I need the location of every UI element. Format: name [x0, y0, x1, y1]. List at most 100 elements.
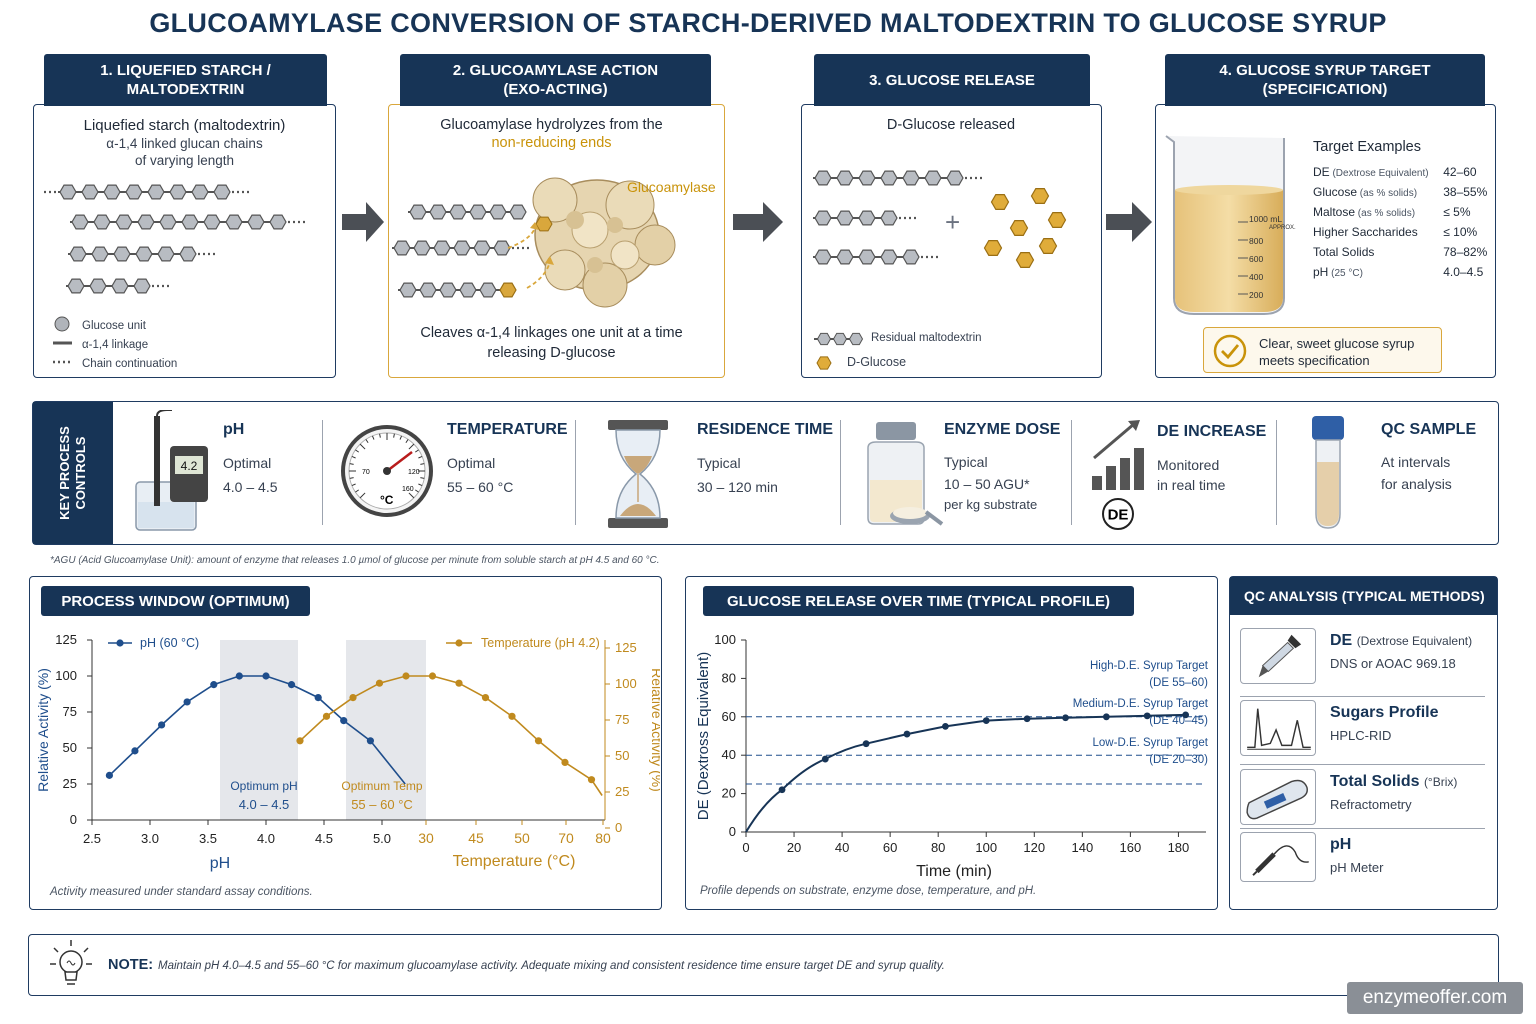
glucose-unit	[393, 240, 411, 256]
spec-name: DE (Dextrose Equivalent)	[1313, 162, 1437, 182]
glucose-unit	[473, 240, 491, 256]
lightbulb-icon	[50, 940, 92, 985]
glucose-unit	[902, 170, 920, 186]
ph-series-line	[108, 675, 406, 785]
spec-name-text: DE	[1313, 165, 1330, 179]
spec-row: Maltose (as % solids) ≤ 5%	[1313, 202, 1491, 222]
gr-y-tick-label: 80	[722, 670, 736, 685]
ph-band-value: 4.0 – 4.5	[239, 797, 290, 812]
spec-name-text: pH	[1313, 265, 1329, 279]
glucose-unit	[433, 240, 451, 256]
step2-foot-line2: releasing D-glucose	[487, 345, 616, 361]
temp-y-tick-label: 125	[615, 640, 637, 655]
gauge-tick	[351, 483, 356, 487]
gauge-tick	[414, 449, 419, 453]
gr-x-tick-label: 140	[1071, 840, 1093, 855]
qc-de-sub: (Dextrose Equivalent)	[1356, 634, 1473, 648]
glucose-release-illustration	[813, 170, 1067, 269]
ph-series-point	[131, 747, 139, 755]
gauge-tick	[349, 463, 354, 465]
spec-row: Higher Saccharides ≤ 10%	[1313, 222, 1491, 242]
spec-name-sub: (Dextrose Equivalent)	[1329, 168, 1429, 179]
gauge-tick	[379, 433, 381, 438]
residual-legend-unit	[816, 332, 832, 346]
temp-series-point	[455, 679, 463, 687]
beaker-mark-400: 400	[1249, 272, 1264, 282]
ph-readout: 4.2	[181, 459, 198, 473]
glucose-unit	[191, 184, 209, 200]
ph-legend-marker	[116, 639, 124, 647]
d-glucose-legend-icon	[816, 356, 832, 370]
residual-legend-unit	[848, 332, 864, 346]
temp-x-tick-label: 80	[595, 830, 611, 846]
gr-x-tick-label: 0	[742, 840, 749, 855]
step1-legend: Glucose unit α-1,4 linkage Chain continu…	[82, 317, 177, 374]
ph-series-point	[210, 681, 218, 689]
control-ph: pH Optimal 4.0 – 4.5	[223, 421, 278, 499]
step1-head-line1: 1. LIQUEFIED STARCH /	[100, 62, 271, 79]
free-glucose-unit	[1038, 237, 1058, 255]
gr-x-tick-label: 40	[835, 840, 849, 855]
gr-x-tick-label: 120	[1023, 840, 1045, 855]
temp-legend-marker	[455, 639, 463, 647]
control-de-name: DE INCREASE	[1157, 423, 1267, 440]
spec-name: Higher Saccharides	[1313, 222, 1437, 242]
control-qc-l1: At intervals	[1381, 454, 1451, 470]
control-ph-l1: Optimal	[223, 455, 272, 471]
glucose-unit	[111, 278, 129, 294]
glucose-unit	[179, 246, 197, 262]
target-label: Medium-D.E. Syrup Target	[1073, 698, 1209, 710]
step1-line1: Liquefied starch (maltodextrin)	[83, 117, 286, 134]
glucose-unit	[858, 170, 876, 186]
glucose-unit	[137, 214, 155, 230]
control-temperature-name: TEMPERATURE	[447, 421, 568, 438]
glucose-unit	[902, 249, 920, 265]
gr-x-tick-label: 160	[1120, 840, 1142, 855]
gauge-mark-120: 120	[408, 469, 420, 476]
hourglass-icon	[608, 420, 668, 528]
ph-x-tick-label: 4.0	[257, 831, 275, 846]
gauge-tick	[405, 439, 409, 444]
step2-line2: non-reducing ends	[491, 135, 612, 151]
control-residence-l2: 30 – 120 min	[697, 479, 778, 495]
glucose-unit	[858, 249, 876, 265]
controls-panel	[32, 401, 1499, 545]
ph-series-point	[287, 681, 296, 689]
legend-glucose-unit: Glucose unit	[82, 320, 146, 332]
control-qc-name: QC SAMPLE	[1381, 421, 1477, 438]
spec-name: Total Solids	[1313, 242, 1437, 262]
ph-x-tick-label: 2.5	[83, 831, 101, 846]
de-point	[821, 755, 829, 763]
spec-value: 78–82%	[1443, 245, 1488, 259]
beaker-mark-1000: 1000 mL	[1249, 214, 1283, 224]
glucose-unit	[115, 214, 133, 230]
de-point	[778, 786, 786, 794]
gauge-tick	[371, 435, 375, 440]
control-ph-l2: 4.0 – 4.5	[223, 479, 278, 495]
spec-row: Total Solids 78–82%	[1313, 242, 1491, 262]
glucoamylase-action-illustration	[392, 177, 676, 308]
gauge-tick	[365, 439, 369, 444]
gauge-tick	[420, 463, 425, 465]
controls-label-line1: KEY PROCESS	[57, 426, 72, 520]
glucose-unit	[125, 184, 143, 200]
glucose-unit	[213, 184, 231, 200]
step2-line1: Glucoamylase hydrolyzes from the	[440, 117, 663, 133]
temp-series-point	[296, 737, 304, 745]
temp-series-point	[375, 679, 384, 687]
qc-item-sugars: Sugars Profile HPLC-RID	[1240, 700, 1485, 760]
step1-line3: of varying length	[134, 153, 235, 168]
spec-table: DE (Dextrose Equivalent) 42–60 Glucose (as…	[1313, 162, 1491, 282]
legend-linkage: α-1,4 linkage	[82, 339, 149, 351]
beaker-mark-800: 800	[1249, 236, 1264, 246]
glucose-unit	[91, 246, 109, 262]
y-tick-label: 100	[55, 668, 77, 683]
de-point	[982, 717, 990, 725]
ph-series-point	[158, 721, 166, 729]
step2-text: Glucoamylase hydrolyzes from the non-red…	[388, 117, 715, 151]
de-point	[1102, 713, 1110, 721]
glucose-unit	[225, 214, 243, 230]
de-curve	[745, 713, 1186, 833]
temp-x-tick-label: 30	[418, 830, 434, 846]
step2-footer: Cleaves α-1,4 linkages one unit at a tim…	[388, 323, 715, 363]
